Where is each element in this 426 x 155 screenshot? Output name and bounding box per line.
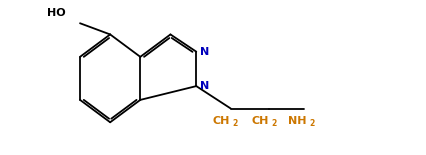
Text: N: N bbox=[200, 47, 209, 57]
Text: 2: 2 bbox=[308, 119, 314, 128]
Text: CH: CH bbox=[251, 116, 268, 126]
Text: N: N bbox=[200, 81, 209, 91]
Text: 2: 2 bbox=[271, 119, 276, 128]
Text: NH: NH bbox=[288, 116, 306, 126]
Text: HO: HO bbox=[47, 8, 66, 18]
Text: 2: 2 bbox=[232, 119, 237, 128]
Text: CH: CH bbox=[212, 116, 229, 126]
